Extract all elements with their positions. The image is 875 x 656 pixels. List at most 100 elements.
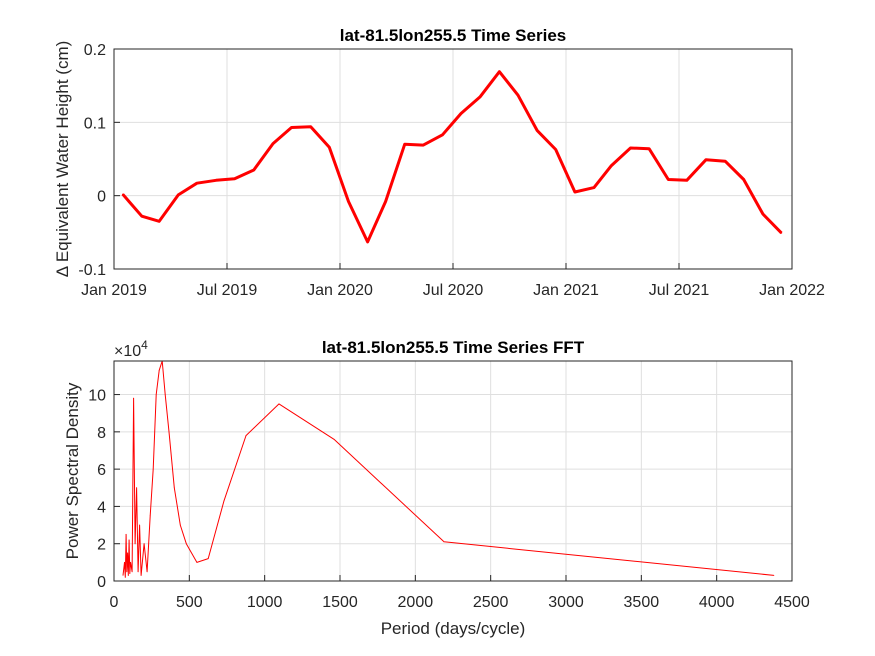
fft-point	[127, 575, 129, 576]
fft-point	[134, 543, 136, 545]
time-series-point	[780, 232, 783, 234]
fft-point	[185, 543, 187, 545]
time-series-line	[121, 70, 783, 244]
fft-point	[164, 394, 166, 395]
time-series-x-tick-label: Jan 2021	[533, 282, 599, 299]
fft-x-tick-label: 1000	[247, 594, 283, 611]
fft-point	[773, 575, 775, 576]
time-series-x-tick-label: Jul 2021	[649, 282, 710, 299]
time-series-point	[762, 213, 764, 215]
fft-y-label: Power Spectral Density	[63, 382, 82, 559]
time-series-point	[141, 215, 143, 217]
fft-point	[124, 561, 125, 563]
time-series-point	[610, 165, 612, 167]
fft-x-tick-label: 3500	[624, 594, 660, 611]
time-series-point	[629, 147, 632, 149]
time-series-point	[648, 148, 650, 150]
fft-point	[133, 397, 134, 399]
fft-point	[168, 431, 170, 433]
time-series-grid	[113, 48, 793, 270]
fft-point	[136, 487, 138, 489]
fft-y-tick-label: 6	[97, 462, 106, 479]
fft-point	[146, 571, 148, 573]
time-series-x-tick-label: Jul 2020	[423, 282, 484, 299]
time-series-y-tick-label: 0	[97, 189, 106, 206]
fft-point	[139, 524, 141, 526]
time-series-x-tick-label: Jul 2019	[197, 282, 258, 299]
time-series-point	[743, 178, 745, 181]
fft-y-multiplier: ×104	[114, 338, 148, 360]
time-series-axes: Jan 2019 Jul 2019 Jan 2020 Jul 2020 Jan 2021…	[53, 26, 825, 299]
fft-point	[127, 552, 128, 554]
time-series-point	[724, 160, 726, 162]
fft-point	[333, 438, 335, 440]
time-series-point	[536, 129, 538, 131]
fft-x-tick-label: 0	[110, 594, 119, 611]
time-series-point	[347, 200, 350, 203]
time-series-y-tick-label: 0.1	[84, 115, 106, 132]
fft-grid	[113, 361, 793, 582]
fft-y-tick-label: 2	[97, 537, 106, 554]
time-series-point	[328, 146, 330, 148]
fft-point	[207, 558, 209, 560]
fft-point	[143, 543, 145, 545]
time-series-y-tick-label: -0.1	[78, 262, 106, 279]
time-series-point	[367, 241, 369, 243]
fft-point	[158, 369, 160, 371]
fft-frame	[113, 360, 793, 582]
time-series-plot	[121, 70, 783, 244]
fft-point	[137, 571, 139, 573]
time-series-point	[310, 126, 312, 128]
time-series-point	[158, 220, 160, 222]
fft-x-tick-label: 2500	[473, 594, 509, 611]
fft-x-tick-label: 4000	[699, 594, 735, 611]
fft-plot	[122, 360, 775, 578]
fft-point	[124, 576, 126, 578]
time-series-point	[667, 178, 669, 181]
time-series-point	[593, 187, 595, 189]
time-series-point	[404, 143, 406, 145]
time-series-point	[196, 182, 198, 184]
fft-ticks: 0 500 1000 1500 2000 2500 3000 3500 4000 4500 0 2 4 6…	[88, 388, 810, 611]
fft-y-multiplier-base: ×10	[114, 343, 141, 360]
fft-point	[152, 468, 154, 470]
fft-point	[131, 571, 133, 573]
time-series-point	[498, 71, 500, 73]
time-series-point	[215, 179, 217, 181]
fft-x-tick-label: 4500	[774, 594, 810, 611]
time-series-point	[686, 179, 688, 181]
time-series-ticks: Jan 2019 Jul 2019 Jan 2020 Jul 2020 Jan 2021…	[78, 42, 825, 299]
fft-point	[126, 571, 128, 573]
fft-title: lat-81.5lon255.5 Time Series FFT	[322, 338, 585, 357]
fft-point	[130, 561, 131, 563]
time-series-x-tick-label: Jan 2020	[307, 282, 373, 299]
fft-point	[155, 394, 157, 395]
time-series-x-tick-label: Jan 2019	[81, 282, 147, 299]
fft-y-tick-label: 8	[97, 425, 106, 442]
fft-axes: 0 500 1000 1500 2000 2500 3000 3500 4000 4500 0 2 4 6…	[63, 338, 810, 638]
fft-point	[179, 524, 181, 526]
time-series-point	[460, 112, 462, 115]
time-series-point	[272, 143, 274, 145]
fft-point	[196, 561, 198, 563]
fft-x-tick-label: 3000	[548, 594, 584, 611]
time-series-point	[234, 178, 236, 180]
time-series-point	[574, 191, 576, 193]
time-series-point	[555, 148, 557, 151]
fft-point	[278, 403, 280, 405]
fft-point	[443, 541, 445, 543]
fft-y-tick-label: 0	[97, 574, 106, 591]
fft-point	[128, 539, 130, 541]
time-series-x-tick-label: Jan 2022	[759, 282, 825, 299]
time-series-point	[422, 144, 424, 146]
fft-point	[122, 575, 124, 576]
time-series-y-label: Δ Equivalent Water Height (cm)	[53, 41, 72, 278]
fft-x-label: Period (days/cycle)	[381, 619, 526, 638]
fft-point	[223, 500, 225, 502]
fft-y-tick-label: 10	[88, 388, 106, 405]
time-series-point	[384, 200, 387, 203]
time-series-point	[122, 193, 124, 195]
time-series-title: lat-81.5lon255.5 Time Series	[340, 26, 566, 45]
time-series-point	[705, 159, 707, 161]
